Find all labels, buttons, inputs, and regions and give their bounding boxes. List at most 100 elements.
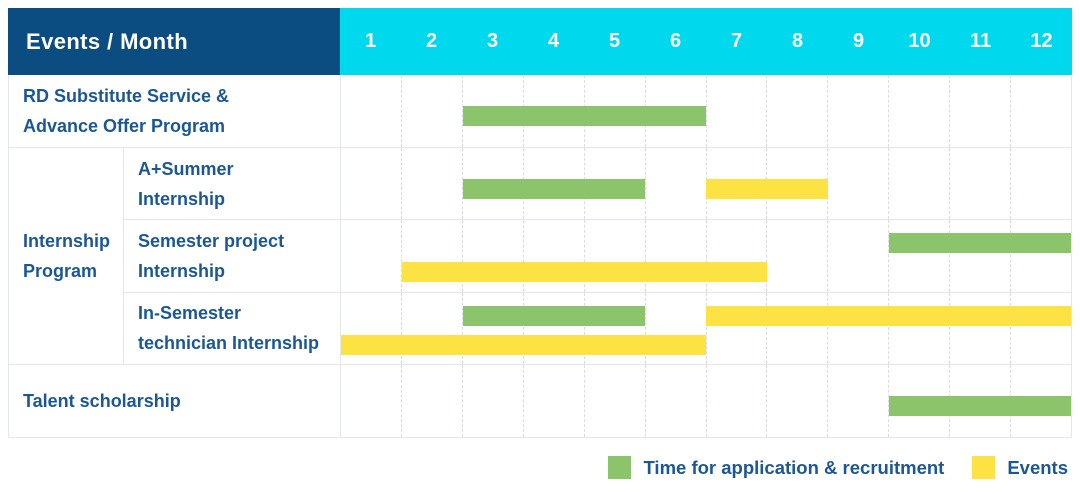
label-line: Talent scholarship	[23, 391, 181, 411]
label-line: Semester project	[138, 230, 285, 251]
month-column	[400, 365, 462, 437]
month-column	[341, 220, 401, 291]
legend-item: Time for application & recruitment	[608, 456, 944, 479]
month-column	[522, 220, 584, 292]
event-sub-row: Semester project Internship	[123, 219, 1071, 292]
label-line: In-Semester	[138, 303, 242, 324]
label-line: Advance Offer Program	[23, 116, 226, 136]
event-bar	[401, 262, 767, 283]
table-body: RD Substitute Service & Advance Offer Pro…	[8, 75, 1072, 438]
month-header-label: 7	[730, 30, 743, 52]
event-bar	[706, 305, 1071, 326]
event-row: RD Substitute Service & Advance Offer Pro…	[9, 75, 1071, 147]
event-sub-row: In-Semester technician Internship	[123, 291, 1071, 364]
month-column	[644, 365, 706, 437]
month-header-label: 11	[969, 30, 992, 52]
month-column	[766, 75, 827, 147]
month-column	[827, 365, 888, 437]
months-cell	[340, 220, 1071, 292]
month-header-label: 10	[908, 30, 931, 52]
month-header-label: 6	[669, 30, 682, 52]
months-cell	[340, 365, 1071, 437]
month-column	[1010, 292, 1071, 364]
event-label: Semester project Internship	[123, 220, 340, 292]
month-column	[888, 75, 949, 147]
header-title: Events / Month	[26, 28, 189, 54]
month-column	[888, 292, 949, 364]
month-column	[705, 365, 767, 437]
month-column	[522, 365, 584, 437]
legend-label: Events	[1007, 456, 1068, 478]
month-column	[827, 148, 888, 220]
label-line: Internship	[138, 188, 226, 209]
month-column	[705, 220, 767, 292]
month-column	[888, 148, 949, 220]
label-line: Program	[23, 261, 98, 281]
event-label: In-Semester technician Internship	[123, 292, 340, 364]
month-column	[1010, 75, 1071, 147]
month-column	[949, 220, 1010, 292]
month-column	[1010, 148, 1071, 220]
month-column	[827, 75, 888, 147]
month-column	[461, 75, 523, 147]
month-column	[705, 292, 767, 364]
application-recruitment-bar	[888, 233, 1071, 254]
month-column	[461, 292, 523, 364]
month-header-label: 3	[486, 30, 499, 52]
month-header-label: 4	[547, 30, 560, 52]
event-label: Talent scholarship	[9, 365, 340, 437]
event-label: RD Substitute Service & Advance Offer Pro…	[9, 75, 340, 147]
event-group-row: Internship Program A+Summer Internship Semes…	[9, 147, 1071, 364]
month-column	[583, 292, 645, 364]
month-column	[644, 148, 706, 220]
months-cell	[340, 75, 1071, 147]
legend: Time for application & recruitment Events	[608, 456, 1068, 479]
month-header-row: 1 2 3 4 5 6 7 8 9 10 11 12	[340, 8, 1072, 75]
month-column	[705, 75, 767, 147]
application-recruitment-bar	[462, 305, 646, 326]
event-row: Talent scholarship	[9, 364, 1071, 437]
label-line: Internship	[138, 260, 226, 281]
event-bar	[706, 179, 828, 199]
label-line: Internship	[23, 231, 111, 251]
application-recruitment-bar	[462, 179, 646, 199]
month-column	[949, 75, 1010, 147]
month-column	[522, 292, 584, 364]
month-column	[1010, 220, 1071, 292]
month-column	[583, 220, 645, 292]
month-column	[827, 220, 888, 292]
month-column	[888, 220, 949, 292]
label-line: technician Internship	[138, 333, 320, 354]
month-column	[644, 220, 706, 292]
month-column	[949, 148, 1010, 220]
months-cell	[340, 148, 1071, 220]
legend-label: Time for application & recruitment	[643, 456, 945, 478]
event-sub-row: A+Summer Internship	[123, 148, 1071, 220]
group-label: Internship Program	[9, 148, 123, 364]
month-column	[949, 292, 1010, 364]
month-header-label: 1	[364, 30, 377, 52]
month-column	[341, 365, 401, 437]
legend-item: Events	[972, 456, 1068, 479]
month-column	[644, 292, 706, 364]
month-header-label: 12	[1030, 30, 1053, 52]
month-column	[341, 75, 401, 147]
month-column	[766, 365, 827, 437]
month-column	[461, 220, 523, 292]
month-column	[766, 220, 827, 292]
month-header-label: 5	[608, 30, 621, 52]
month-column	[583, 365, 645, 437]
label-line: A+Summer	[138, 158, 234, 179]
events-swatch	[972, 456, 996, 479]
application-recruitment-bar	[462, 106, 706, 126]
application-recruitment-bar	[888, 396, 1071, 416]
month-header-label: 9	[852, 30, 865, 52]
month-column	[341, 148, 401, 219]
event-bar	[341, 334, 706, 355]
header-title-cell: Events / Month	[8, 8, 340, 75]
month-column	[400, 220, 462, 292]
month-header-label: 2	[425, 30, 438, 52]
month-column	[766, 292, 827, 364]
month-column	[827, 292, 888, 364]
